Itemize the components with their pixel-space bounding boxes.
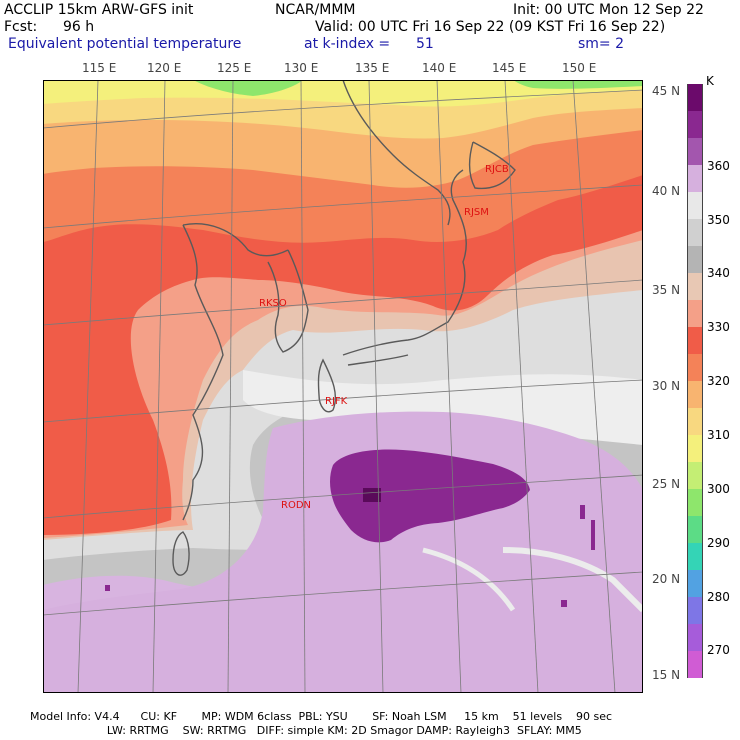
field-speck (105, 585, 110, 591)
field-core-purple (330, 449, 530, 543)
level-label: at k-index = (304, 36, 391, 52)
forecast-label: Fcst: (4, 19, 38, 35)
forecast-hours: 96 h (63, 19, 95, 35)
field-swirl (422, 547, 516, 612)
field-speck (591, 520, 595, 550)
field-patch-green (513, 80, 643, 89)
colorbar-swatch (687, 273, 703, 300)
colorbar-label: 320 (707, 374, 730, 388)
colorbar-label: 340 (707, 266, 730, 280)
graticule (43, 80, 643, 693)
colorbar-swatch (687, 246, 703, 273)
lat-label: 15 N (652, 668, 681, 682)
field-core-maximum (363, 488, 381, 502)
field-band-white (243, 370, 643, 445)
colorbar-label: 290 (707, 536, 730, 550)
lon-label: 140 E (422, 61, 457, 75)
colorbar-swatch (687, 381, 703, 408)
model-info-line2: LW: RRTMG SW: RRTMG DIFF: simple KM: 2D … (30, 724, 582, 737)
field-band-yellow (43, 80, 643, 107)
station-label: RJSM (464, 207, 489, 218)
station-label: RKSO (259, 298, 287, 309)
colorbar-swatch (687, 354, 703, 381)
station-label: RJCB (485, 164, 509, 175)
colorbar-label: 300 (707, 482, 730, 496)
lon-label: 135 E (355, 61, 390, 75)
smoothing: sm= 2 (578, 36, 625, 52)
field-patch-green (193, 80, 303, 96)
lon-label: 130 E (284, 61, 319, 75)
colorbar-swatch (687, 111, 703, 138)
colorbar-label: 310 (707, 428, 730, 442)
model-title: ACCLIP 15km ARW-GFS init (4, 2, 194, 18)
level-value: 51 (416, 36, 434, 52)
colorbar-label: 280 (707, 590, 730, 604)
colorbar-swatch (687, 300, 703, 327)
colorbar-swatch (687, 138, 703, 165)
lat-label: 30 N (652, 379, 681, 393)
lat-label: 45 N (652, 84, 681, 98)
colorbar-swatch (687, 84, 703, 111)
field-swirl (502, 547, 643, 613)
colorbar-unit: K (706, 74, 714, 88)
lon-label: 150 E (562, 61, 597, 75)
center-label: NCAR/MMM (275, 2, 356, 18)
colorbar-swatch (687, 597, 703, 624)
lat-label: 40 N (652, 184, 681, 198)
colorbar-swatch (687, 489, 703, 516)
coastlines (172, 80, 516, 576)
colorbar-swatch (687, 219, 703, 246)
colorbar-swatch (687, 435, 703, 462)
lat-label: 20 N (652, 572, 681, 586)
colorbar-label: 350 (707, 213, 730, 227)
station-label: RODN (281, 500, 311, 511)
model-info-line1: Model Info: V4.4 CU: KF MP: WDM 6class P… (30, 710, 613, 723)
colorbar-swatch (687, 165, 703, 192)
colorbar-swatch (687, 516, 703, 543)
field-name: Equivalent potential temperature (8, 36, 242, 52)
colorbar-label: 360 (707, 159, 730, 173)
lat-label: 35 N (652, 283, 681, 297)
colorbar-swatch (687, 651, 703, 678)
valid-time: Valid: 00 UTC Fri 16 Sep 22 (09 KST Fri … (315, 19, 666, 35)
colorbar-swatch (687, 570, 703, 597)
lat-label: 25 N (652, 477, 681, 491)
field-speck (580, 505, 585, 519)
lon-label: 125 E (217, 61, 252, 75)
colorbar-swatch (687, 192, 703, 219)
theta-e-map: RJCB RJSM RKSO RJFK RODN (43, 80, 643, 693)
map-frame (43, 80, 643, 693)
colorbar-swatch (687, 624, 703, 651)
colorbar-label: 330 (707, 320, 730, 334)
lon-label: 115 E (82, 61, 117, 75)
lon-label: 145 E (492, 61, 527, 75)
colorbar-swatch (687, 462, 703, 489)
colorbar-swatch (687, 543, 703, 570)
colorbar-swatch (687, 327, 703, 354)
field-speck (561, 600, 567, 607)
colorbar-label: 270 (707, 643, 730, 657)
colorbar-swatch (687, 408, 703, 435)
station-label: RJFK (325, 396, 348, 407)
lon-label: 120 E (147, 61, 182, 75)
init-time: Init: 00 UTC Mon 12 Sep 22 (513, 2, 704, 18)
